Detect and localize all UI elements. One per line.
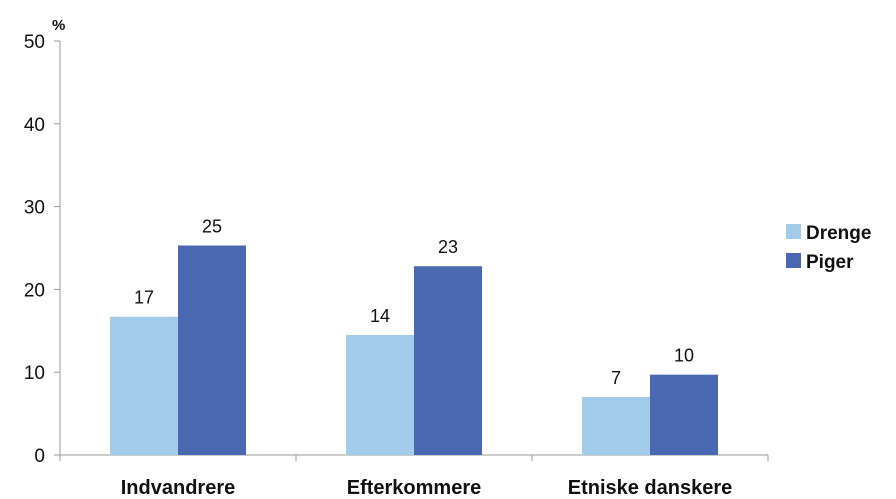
y-tick-label: 20: [24, 280, 45, 301]
bar-drenge-3: [582, 397, 650, 455]
x-category-label: Efterkommere: [347, 477, 482, 499]
y-tick-label: 30: [24, 198, 45, 219]
x-category-label: Etniske danskere: [568, 477, 733, 499]
bar-value-label: 7: [611, 368, 621, 388]
y-tick-label: 0: [34, 446, 45, 467]
y-tick-label: 40: [24, 115, 45, 136]
bar-value-label: 10: [674, 346, 694, 366]
legend-label-drenge: Drenge: [806, 223, 871, 244]
legend: Drenge Piger: [786, 223, 871, 273]
bar-value-label: 23: [438, 237, 458, 257]
y-tick-label: 10: [24, 363, 45, 384]
bar-value-label: 14: [370, 306, 390, 326]
bar-piger-2: [414, 266, 482, 455]
value-labels: 17 25 14 23 7 10: [134, 217, 694, 389]
y-unit-label: %: [52, 17, 65, 34]
bar-piger-1: [178, 245, 246, 455]
bar-value-label: 25: [202, 217, 222, 237]
bar-piger-3: [650, 374, 718, 455]
bars: [110, 245, 718, 455]
y-tick-label: 50: [24, 32, 45, 53]
x-category-label: Indvandrere: [121, 477, 235, 499]
bar-drenge-2: [346, 334, 414, 455]
axes: 0 10 20 30 40 50% Indvandrere Efterkommere Etnis…: [24, 17, 769, 499]
legend-swatch-drenge: [786, 224, 801, 239]
legend-label-piger: Piger: [806, 252, 854, 273]
bar-value-label: 17: [134, 288, 154, 308]
legend-swatch-piger: [786, 253, 801, 268]
bar-drenge-1: [110, 316, 178, 455]
